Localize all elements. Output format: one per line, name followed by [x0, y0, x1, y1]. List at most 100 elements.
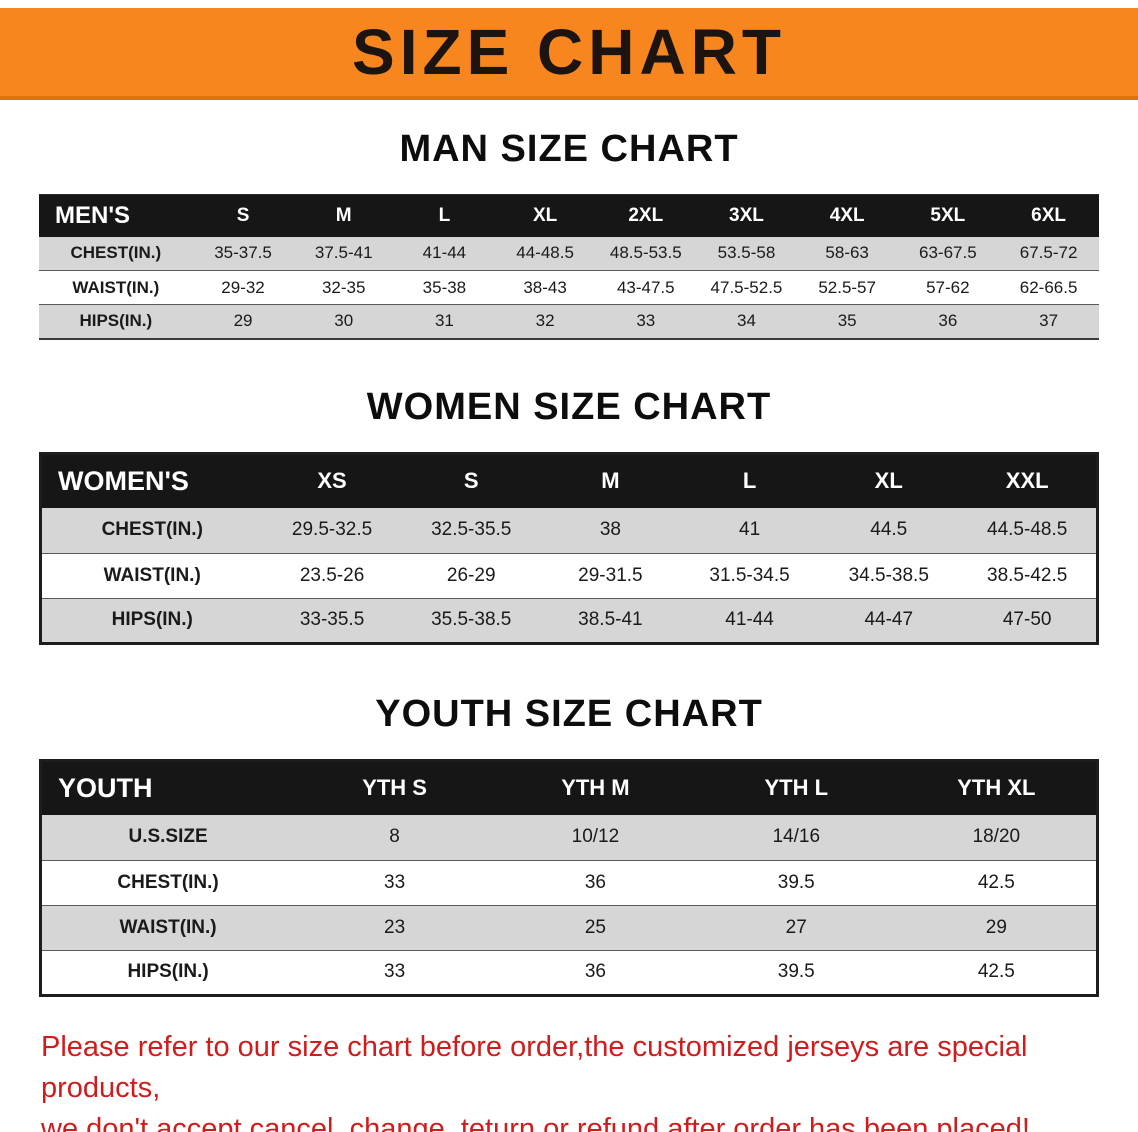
women-size-table: WOMEN'S XS S M L XL XXL CHEST(IN.) 29.5-32.5 32.5…	[39, 451, 1099, 645]
measurement-cell: 32	[535, 311, 555, 331]
measurement-cell: 47-50	[1002, 609, 1052, 630]
table-row: CHEST(IN.) 29.5-32.5 32.5-35.5 38 41 44.5 44.5…	[40, 508, 1098, 553]
table-row: HIPS(IN.) 33 36 39.5 42.5	[40, 950, 1098, 995]
page-title: SIZE CHART	[352, 16, 786, 88]
men-size-column-header: 2XL	[595, 194, 697, 237]
men-size-column-header: M	[293, 194, 395, 237]
women-header-row: WOMEN'S XS S M L XL XXL	[40, 453, 1098, 508]
measurement-cell: 38.5-42.5	[987, 564, 1068, 586]
women-size-column-header: XXL	[958, 453, 1098, 508]
men-size-table: MEN'S S M L XL 2XL 3XL 4XL 5XL 6XL CHEST(IN.) 35-37…	[39, 194, 1099, 340]
measurement-cell: 43-47.5	[616, 277, 675, 297]
content: MAN SIZE CHART MEN'S S M L XL 2XL 3XL 4XL 5XL 6XL…	[39, 128, 1099, 1132]
women-section-heading: WOMEN SIZE CHART	[366, 385, 772, 428]
measurement-cell: 29-31.5	[578, 564, 643, 586]
measurement-cell: 26-29	[446, 564, 496, 586]
measurement-cell: 37	[1039, 311, 1059, 331]
youth-size-column-header: YTH L	[695, 760, 897, 815]
women-section: WOMEN SIZE CHART WOMEN'S XS S M L XL XXL CHEST(…	[39, 386, 1099, 645]
measurement-cell: 35-37.5	[214, 243, 272, 263]
row-label: WAIST(IN.)	[103, 564, 201, 586]
measurement-cell: 48.5-53.5	[609, 243, 682, 263]
row-label: CHEST(IN.)	[101, 519, 203, 541]
men-size-column-header: XL	[494, 194, 596, 237]
youth-size-column-header: YTH M	[495, 760, 696, 815]
measurement-cell: 42.5	[977, 871, 1015, 893]
men-size-column-header: 5XL	[897, 194, 999, 237]
women-size-column-header: L	[679, 453, 820, 508]
youth-section: YOUTH SIZE CHART YOUTH YTH S YTH M YTH L YTH…	[39, 693, 1099, 997]
row-label: CHEST(IN.)	[117, 871, 219, 893]
measurement-cell: 36	[584, 871, 606, 893]
women-table-label: WOMEN'S	[40, 453, 263, 508]
measurement-cell: 27	[785, 916, 807, 938]
women-size-column-header: XL	[819, 453, 959, 508]
men-section: MAN SIZE CHART MEN'S S M L XL 2XL 3XL 4XL 5XL 6XL…	[39, 128, 1099, 340]
table-row: WAIST(IN.) 29-32 32-35 35-38 38-43 43-47.5 47.…	[39, 270, 1099, 305]
youth-table-label: YOUTH	[40, 760, 295, 815]
measurement-cell: 38-43	[523, 277, 567, 297]
youth-header-row: YOUTH YTH S YTH M YTH L YTH XL	[40, 760, 1098, 815]
table-row: HIPS(IN.) 33-35.5 35.5-38.5 38.5-41 41-44 44-…	[40, 598, 1098, 643]
measurement-cell: 31.5-34.5	[709, 564, 790, 586]
youth-size-column-header: YTH S	[294, 760, 495, 815]
measurement-cell: 33	[384, 871, 406, 893]
measurement-cell: 63-67.5	[919, 243, 977, 263]
measurement-cell: 23	[384, 916, 406, 938]
measurement-cell: 35	[837, 311, 857, 331]
men-size-column-header: S	[192, 194, 294, 237]
measurement-cell: 29.5-32.5	[291, 519, 373, 541]
measurement-cell: 25	[584, 916, 606, 938]
measurement-cell: 29-32	[221, 277, 265, 297]
youth-section-heading: YOUTH SIZE CHART	[375, 692, 763, 735]
women-size-column-header: S	[401, 453, 541, 508]
measurement-cell: 38	[599, 519, 621, 541]
measurement-cell: 33	[636, 311, 656, 331]
measurement-cell: 38.5-41	[578, 609, 643, 630]
measurement-cell: 37.5-41	[314, 243, 373, 263]
measurement-cell: 41	[739, 519, 761, 541]
measurement-cell: 36	[938, 311, 958, 331]
men-size-column-header: 4XL	[796, 194, 898, 237]
row-label: WAIST(IN.)	[119, 916, 217, 938]
measurement-cell: 39.5	[777, 961, 815, 982]
measurement-cell: 35.5-38.5	[431, 609, 512, 630]
disclaimer-line-1: Please refer to our size chart before or…	[41, 1030, 1028, 1104]
measurement-cell: 33-35.5	[299, 609, 365, 630]
measurement-cell: 30	[334, 311, 354, 331]
table-row: WAIST(IN.) 23.5-26 26-29 29-31.5 31.5-34.5 34…	[40, 553, 1098, 598]
measurement-cell: 14/16	[772, 826, 821, 848]
measurement-cell: 42.5	[977, 961, 1015, 982]
measurement-cell: 39.5	[777, 871, 815, 893]
measurement-cell: 33	[384, 961, 406, 982]
measurement-cell: 8	[389, 826, 400, 848]
measurement-cell: 32.5-35.5	[431, 519, 512, 541]
table-row: HIPS(IN.) 29 30 31 32 33 34 35 36 37	[39, 304, 1099, 339]
measurement-cell: 31	[434, 311, 454, 331]
measurement-cell: 36	[584, 961, 606, 982]
measurement-cell: 57-62	[926, 277, 970, 297]
measurement-cell: 41-44	[422, 243, 467, 263]
disclaimer: Please refer to our size chart before or…	[39, 1027, 1099, 1132]
table-row: CHEST(IN.) 33 36 39.5 42.5	[40, 860, 1098, 905]
table-row: U.S.SIZE 8 10/12 14/16 18/20	[40, 815, 1098, 860]
measurement-cell: 44-47	[864, 609, 914, 630]
measurement-cell: 10/12	[571, 826, 620, 848]
women-size-column-header: M	[540, 453, 680, 508]
measurement-cell: 34	[737, 311, 756, 331]
measurement-cell: 18/20	[972, 826, 1021, 848]
measurement-cell: 52.5-57	[818, 277, 876, 297]
measurement-cell: 44-48.5	[516, 243, 574, 263]
measurement-cell: 53.5-58	[717, 243, 776, 263]
measurement-cell: 29	[985, 916, 1007, 938]
measurement-cell: 23.5-26	[299, 564, 365, 586]
measurement-cell: 62-66.5	[1019, 277, 1078, 297]
men-size-column-header: 3XL	[696, 194, 797, 237]
row-label: HIPS(IN.)	[111, 609, 193, 630]
measurement-cell: 34.5-38.5	[848, 564, 929, 586]
measurement-cell: 47.5-52.5	[710, 277, 783, 297]
measurement-cell: 44.5-48.5	[987, 519, 1068, 541]
row-label: HIPS(IN.)	[79, 311, 153, 331]
measurement-cell: 41-44	[725, 609, 774, 630]
